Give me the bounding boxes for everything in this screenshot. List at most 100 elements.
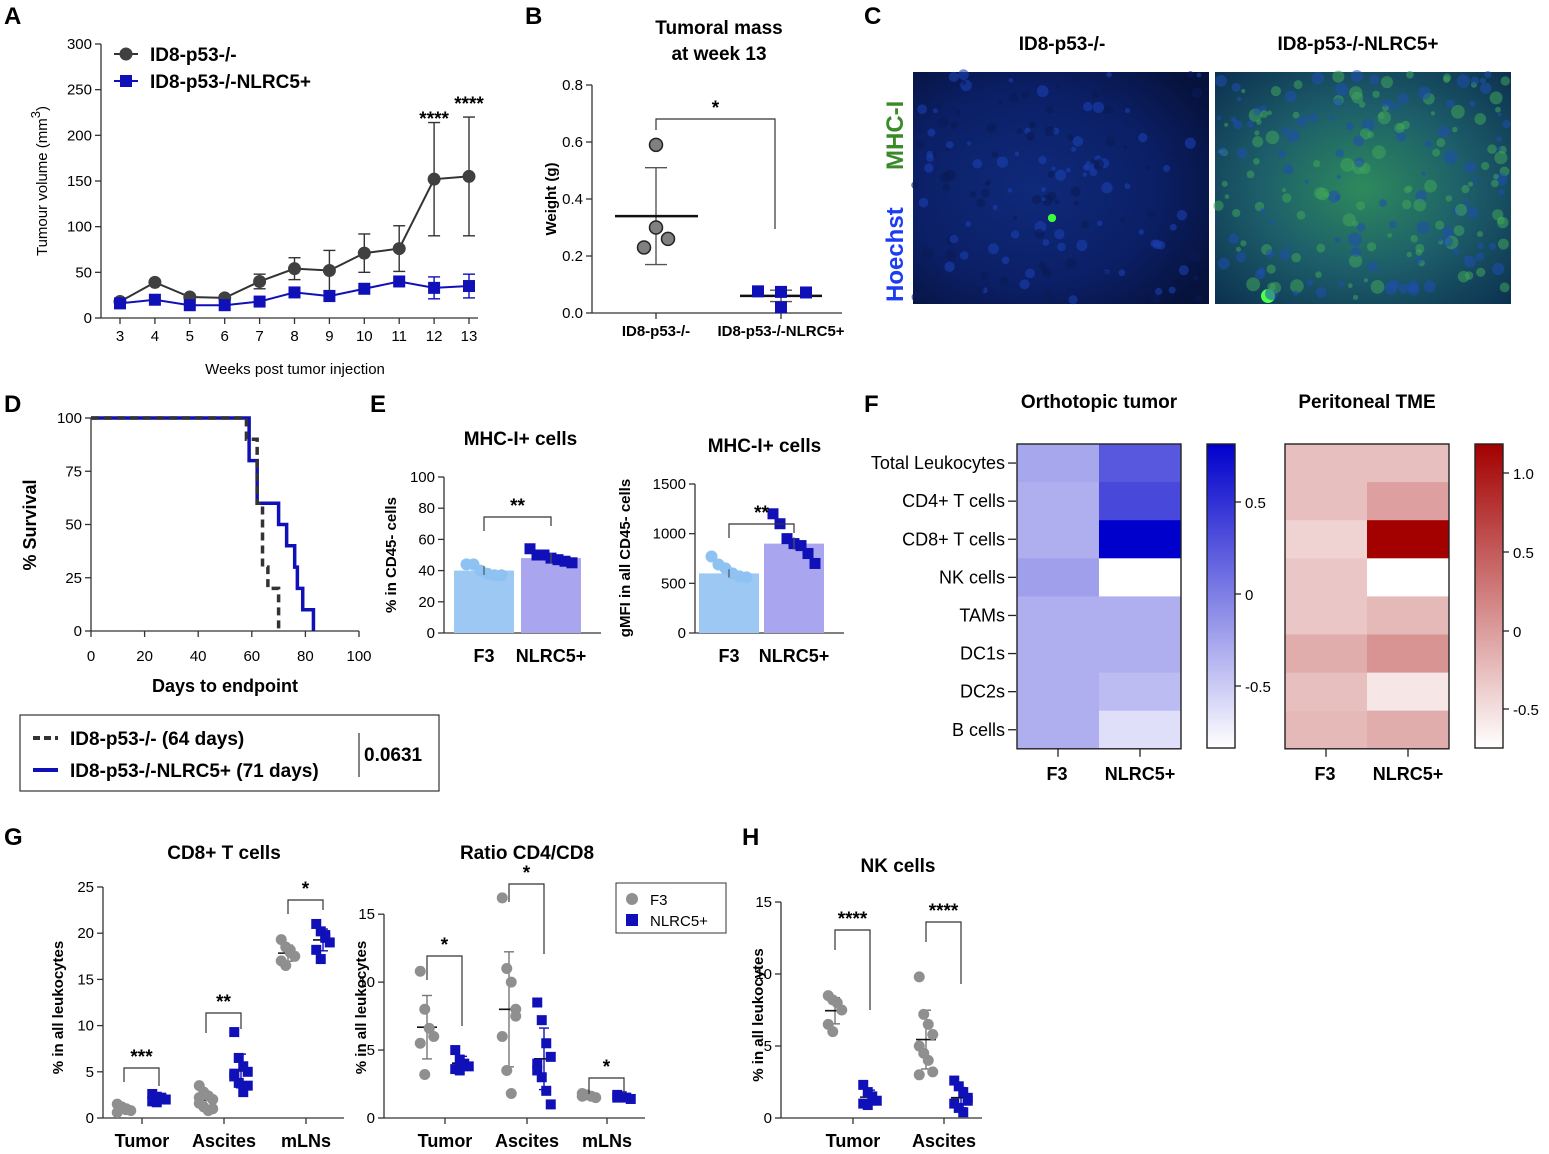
- b-y-tick-label: 0.4: [562, 191, 583, 208]
- c-cell-right: [1464, 255, 1469, 261]
- c-cell-right: [1452, 126, 1458, 133]
- c-nucleus-left: [1019, 279, 1030, 290]
- f-col-label: NLRC5+: [1105, 764, 1176, 784]
- c-cell-right: [1293, 80, 1303, 90]
- a-significance: ****: [419, 109, 449, 130]
- a-x-tick-label: 5: [186, 328, 194, 345]
- f-cell-0: [1017, 596, 1099, 635]
- e2-point-f3: [740, 571, 753, 584]
- c-cell-right: [1438, 237, 1443, 242]
- e1-point-f3: [495, 569, 508, 582]
- c-cell-right: [1356, 223, 1366, 232]
- d-y-tick-label: 75: [65, 463, 82, 480]
- f-colorbar-label: -0.5: [1513, 702, 1539, 719]
- c-nucleus-left: [1169, 223, 1177, 231]
- a-legend-marker-control: [119, 47, 133, 61]
- c-nucleus-left: [1102, 270, 1109, 277]
- g2-sig-bracket: [508, 883, 545, 954]
- g2-point-f3: [414, 965, 426, 977]
- c-nucleus-left: [1190, 209, 1198, 217]
- h-point-nlrc5: [953, 1081, 964, 1092]
- g1-point-nlrc5: [324, 937, 335, 948]
- c-nucleus-left: [924, 163, 934, 173]
- e1-title: MHC-I+ cells: [464, 429, 578, 450]
- c-cell-right: [1253, 107, 1262, 116]
- c-cell-right: [1278, 150, 1286, 158]
- c-nucleus-left: [1123, 144, 1128, 150]
- e2-title: MHC-I+ cells: [708, 436, 822, 457]
- c-cell-right: [1286, 243, 1291, 249]
- c-cell-right: [1476, 230, 1484, 237]
- c-cell-right: [1461, 185, 1470, 194]
- c-cell-right: [1345, 122, 1355, 131]
- c-cell-right: [1283, 164, 1294, 175]
- g1-title: CD8+ T cells: [167, 843, 281, 864]
- c-nucleus-left: [1191, 189, 1196, 194]
- c-nucleus-left: [1191, 87, 1203, 99]
- c-nucleus-left: [1105, 136, 1116, 147]
- g-legend-marker-f3: [626, 893, 638, 905]
- c-nucleus-left: [950, 121, 959, 129]
- c-cell-right: [1466, 206, 1479, 219]
- c-cell-right: [1480, 77, 1487, 84]
- c-cell-right: [1316, 187, 1330, 201]
- c-nucleus-left: [977, 286, 985, 293]
- c-nucleus-left: [1169, 149, 1176, 156]
- g1-sig-label: *: [302, 879, 310, 900]
- c-nucleus-left: [1012, 215, 1018, 221]
- c-cell-right: [1348, 232, 1362, 247]
- a-y-tick-label: 0: [84, 310, 92, 327]
- c-nucleus-left: [998, 299, 1003, 304]
- c-cell-right: [1413, 198, 1427, 212]
- c-nucleus-left: [961, 80, 967, 85]
- c-cell-right: [1236, 251, 1247, 263]
- h-point-f3: [927, 1028, 939, 1040]
- c-nucleus-left: [1150, 293, 1161, 304]
- c-cell-right: [1494, 151, 1508, 165]
- b-x-tick-label: ID8-p53-/-NLRC5+: [717, 323, 844, 340]
- c-cell-right: [1312, 160, 1321, 168]
- c-cell-right: [1469, 100, 1476, 107]
- f-frame-1: [1284, 443, 1450, 750]
- panel-g-legend: F3 NLRC5+: [615, 882, 727, 934]
- c-nucleus-left: [937, 117, 949, 128]
- c-cell-right: [1484, 70, 1492, 79]
- a-x-tick-label: 10: [356, 328, 373, 345]
- e1-point-nlrc5: [552, 554, 564, 566]
- c-cell-right: [1452, 247, 1460, 255]
- h-x-tick-label: Tumor: [826, 1131, 881, 1151]
- c-nucleus-left: [1051, 166, 1056, 171]
- c-cell-right: [1260, 105, 1267, 112]
- g1-y-tick-label: 20: [77, 925, 94, 942]
- g2-point-f3: [576, 1090, 588, 1102]
- g1-sig-label: ***: [130, 1047, 153, 1068]
- f-row-label: DC1s: [960, 644, 1005, 664]
- c-cell-right: [1464, 271, 1474, 280]
- g1-point-nlrc5: [233, 1077, 244, 1088]
- c-nucleus-left: [1083, 101, 1093, 112]
- f-title-0: Orthotopic tumor: [1021, 392, 1178, 413]
- e2-sig-bracket: [728, 523, 795, 538]
- e1-x-tick-label: F3: [473, 646, 494, 666]
- c-cell-right: [1329, 115, 1335, 121]
- b-y-tick-label: 0.2: [562, 248, 583, 265]
- h-point-nlrc5: [958, 1087, 969, 1098]
- f-col-label: F3: [1314, 764, 1335, 784]
- g2-y-axis-label: % in all leukocytes: [353, 941, 370, 1074]
- c-nucleus-left: [1152, 111, 1160, 119]
- c-nucleus-left: [926, 150, 934, 158]
- f-cell-0: [1017, 558, 1099, 597]
- panel-e-right-chart: 0 500 1000 1500 F3 NLRC5+ MHC-I+ cells ** gMFI i…: [617, 436, 844, 666]
- c-cell-right: [1291, 252, 1301, 263]
- g1-y-tick-label: 15: [77, 971, 94, 988]
- a-y-tick-label: 50: [75, 264, 92, 281]
- f-colorbar-label: 0.5: [1513, 545, 1534, 562]
- c-nucleus-left: [980, 271, 989, 280]
- c-cell-right: [1372, 90, 1380, 98]
- g1-point-f3: [284, 944, 296, 956]
- a-point-control: [253, 274, 267, 288]
- c-cell-right: [1217, 257, 1230, 270]
- c-nucleus-left: [916, 127, 922, 133]
- g1-point-f3: [280, 960, 292, 972]
- f-cell-1: [1367, 520, 1449, 559]
